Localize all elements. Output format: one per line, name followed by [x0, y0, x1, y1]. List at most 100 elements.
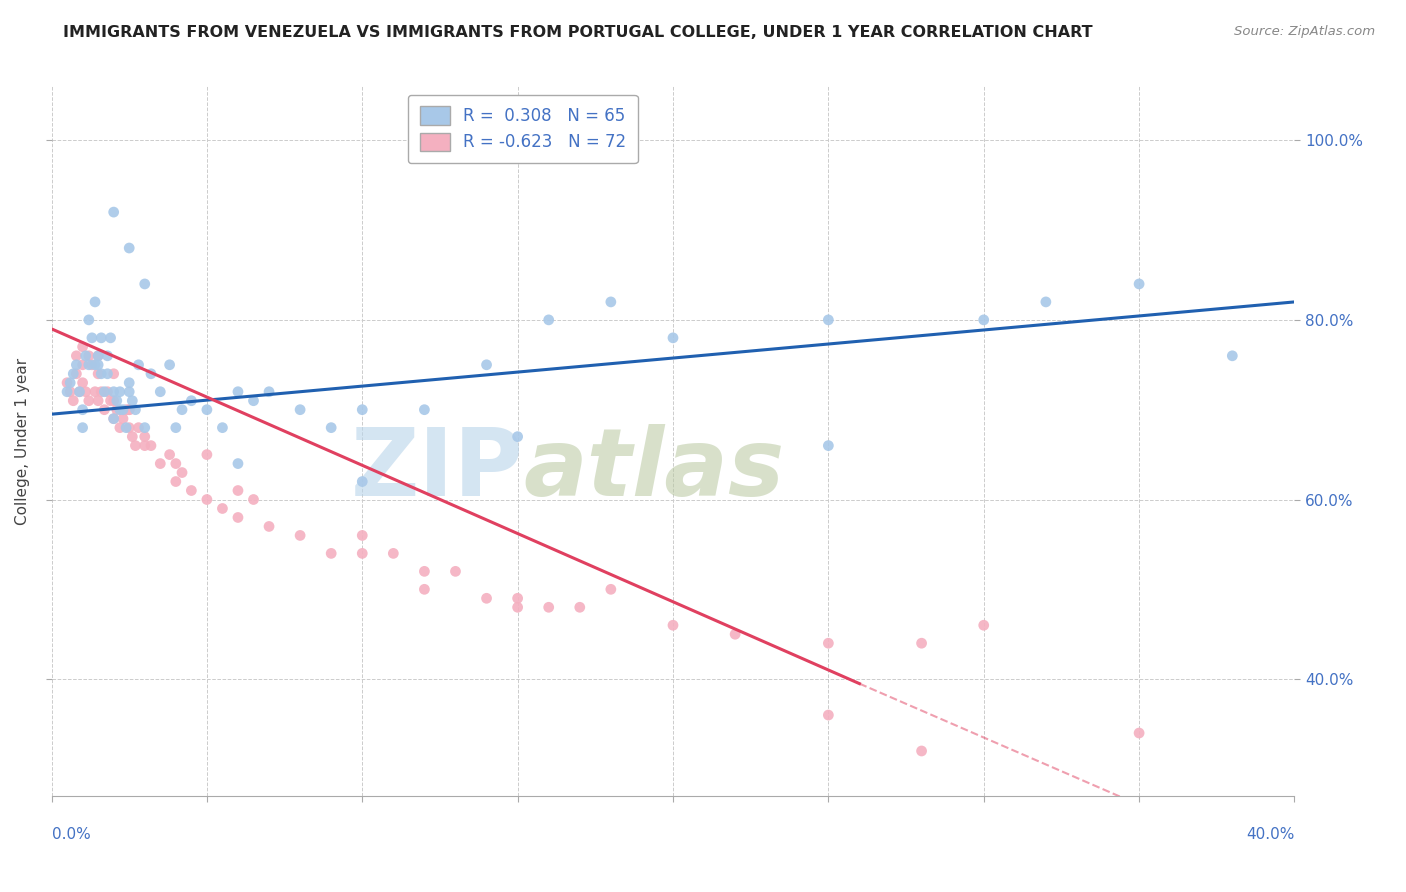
Point [87, 393, 110, 408]
Point [77, 358, 100, 372]
Point [257, 519, 280, 533]
Point [96, 349, 118, 363]
Point [910, 636, 932, 650]
Point [413, 565, 436, 579]
Point [84, 384, 107, 399]
Point [288, 528, 311, 542]
Point [321, 420, 343, 434]
Point [506, 591, 529, 606]
Point [80, 331, 103, 345]
Point [118, 402, 141, 417]
Point [77, 313, 100, 327]
Point [165, 457, 187, 471]
Point [242, 393, 264, 408]
Point [65, 367, 87, 381]
Point [103, 393, 125, 408]
Point [195, 448, 218, 462]
Point [121, 430, 143, 444]
Point [65, 349, 87, 363]
Point [352, 475, 374, 489]
Point [72, 340, 94, 354]
Point [242, 492, 264, 507]
Legend: R =  0.308   N = 65, R = -0.623   N = 72: R = 0.308 N = 65, R = -0.623 N = 72 [408, 95, 638, 163]
Point [226, 510, 249, 524]
Point [568, 600, 591, 615]
Point [118, 241, 141, 255]
Point [75, 384, 97, 399]
Point [599, 582, 621, 597]
Point [506, 600, 529, 615]
Point [413, 402, 436, 417]
Point [165, 475, 187, 489]
Point [506, 430, 529, 444]
Text: ZIP: ZIP [352, 424, 524, 516]
Point [195, 402, 218, 417]
Point [211, 420, 233, 434]
Point [1035, 294, 1057, 309]
Point [59, 376, 82, 390]
Point [115, 402, 138, 417]
Point [72, 376, 94, 390]
Point [103, 384, 125, 399]
Point [444, 565, 467, 579]
Point [817, 439, 839, 453]
Point [105, 402, 128, 417]
Point [87, 367, 110, 381]
Text: 40.0%: 40.0% [1246, 827, 1295, 842]
Point [77, 349, 100, 363]
Point [817, 313, 839, 327]
Point [352, 546, 374, 560]
Point [77, 393, 100, 408]
Point [59, 384, 82, 399]
Point [475, 358, 498, 372]
Point [662, 618, 685, 632]
Point [288, 402, 311, 417]
Point [910, 744, 932, 758]
Point [108, 384, 131, 399]
Point [69, 384, 91, 399]
Point [115, 420, 138, 434]
Point [413, 582, 436, 597]
Point [165, 420, 187, 434]
Point [180, 393, 202, 408]
Point [62, 393, 84, 408]
Point [475, 591, 498, 606]
Point [80, 358, 103, 372]
Point [1220, 349, 1243, 363]
Point [170, 466, 193, 480]
Point [128, 420, 150, 434]
Point [124, 402, 146, 417]
Point [111, 402, 134, 417]
Point [149, 384, 172, 399]
Point [724, 627, 747, 641]
Point [134, 277, 156, 291]
Point [1128, 726, 1150, 740]
Point [226, 457, 249, 471]
Point [103, 205, 125, 219]
Point [118, 384, 141, 399]
Point [87, 358, 110, 372]
Point [72, 402, 94, 417]
Point [257, 384, 280, 399]
Point [817, 636, 839, 650]
Point [84, 294, 107, 309]
Point [121, 393, 143, 408]
Point [149, 457, 172, 471]
Point [159, 448, 181, 462]
Point [537, 600, 560, 615]
Point [195, 492, 218, 507]
Point [124, 439, 146, 453]
Point [537, 313, 560, 327]
Point [139, 439, 162, 453]
Text: Source: ZipAtlas.com: Source: ZipAtlas.com [1234, 25, 1375, 38]
Point [973, 618, 995, 632]
Point [56, 384, 79, 399]
Point [103, 411, 125, 425]
Point [382, 546, 405, 560]
Point [72, 358, 94, 372]
Point [96, 367, 118, 381]
Point [134, 420, 156, 434]
Point [93, 384, 115, 399]
Point [100, 393, 122, 408]
Point [96, 384, 118, 399]
